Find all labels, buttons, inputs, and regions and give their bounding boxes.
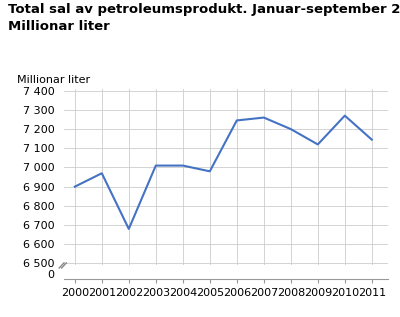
Text: Total sal av petroleumsprodukt. Januar-september 2000-2011.
Millionar liter: Total sal av petroleumsprodukt. Januar-s… <box>8 3 400 33</box>
Text: Millionar liter: Millionar liter <box>17 75 90 85</box>
